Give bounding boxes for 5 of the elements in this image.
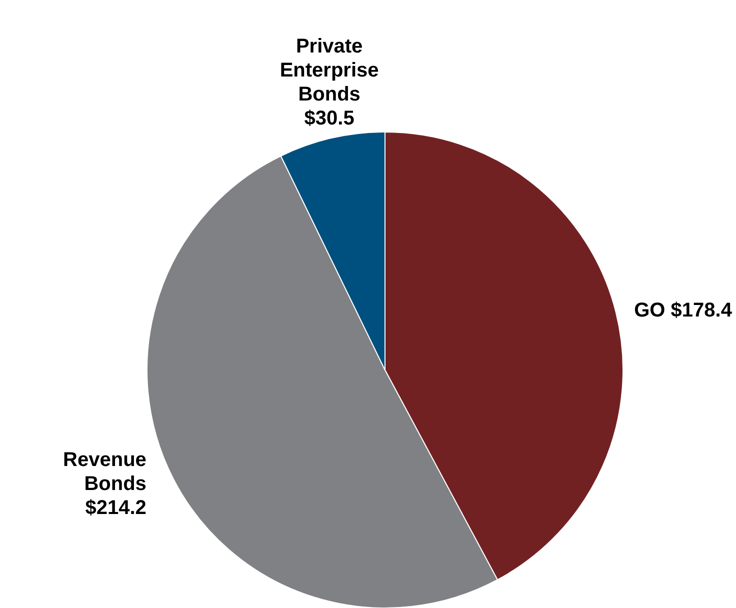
slice-label: GO $178.4 [634, 300, 733, 322]
data-label: $214.2 [85, 496, 146, 519]
slice-label: Private Enterprise Bonds [280, 35, 379, 106]
data-label: $30.5 [304, 107, 354, 130]
slice-label: Revenue Bonds [63, 448, 146, 495]
